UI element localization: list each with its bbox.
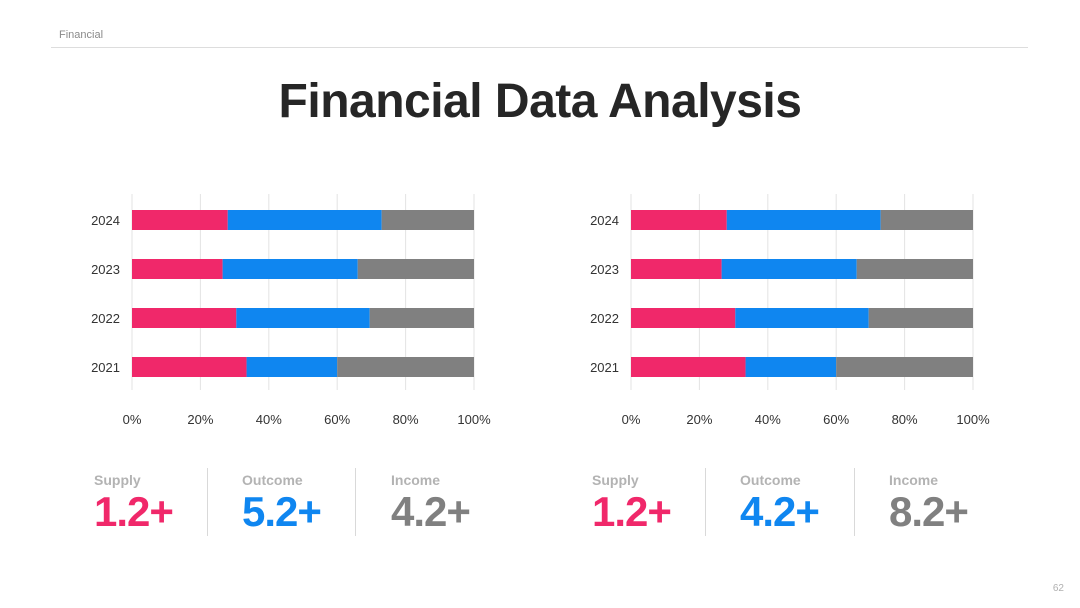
stat-outcome: Outcome 4.2+ xyxy=(740,468,820,538)
stat-value: 4.2+ xyxy=(740,488,820,535)
stat-income: Income 4.2+ xyxy=(391,468,471,538)
bar-segment-outcome xyxy=(726,210,881,230)
stat-income: Income 8.2+ xyxy=(889,468,969,538)
bar-segment-income xyxy=(357,259,474,279)
bar-segment-income xyxy=(369,308,474,328)
stat-label: Outcome xyxy=(242,472,303,488)
bar-segment-income xyxy=(880,210,973,230)
stat-label: Income xyxy=(391,472,441,488)
stat-supply: Supply 1.2+ xyxy=(592,468,672,538)
x-tick-label: 60% xyxy=(324,412,350,427)
stat-supply: Supply 1.2+ xyxy=(94,468,174,538)
header-label: Financial xyxy=(59,29,104,41)
bar-segment-outcome xyxy=(745,357,837,377)
y-tick-label: 2021 xyxy=(91,360,120,375)
stat-divider xyxy=(207,468,208,536)
x-tick-label: 100% xyxy=(457,412,491,427)
bar-segment-outcome xyxy=(236,308,370,328)
bar-segment-supply xyxy=(631,308,736,328)
x-tick-label: 100% xyxy=(956,412,990,427)
stat-value: 1.2+ xyxy=(94,488,174,535)
stat-label: Outcome xyxy=(740,472,801,488)
stat-divider xyxy=(355,468,356,536)
x-tick-label: 80% xyxy=(393,412,419,427)
stat-label: Supply xyxy=(592,472,639,488)
stat-value: 5.2+ xyxy=(242,488,322,535)
x-tick-label: 40% xyxy=(755,412,781,427)
x-tick-label: 40% xyxy=(256,412,282,427)
stat-divider xyxy=(705,468,706,536)
bar-segment-supply xyxy=(132,357,247,377)
bar-segment-supply xyxy=(631,259,722,279)
y-tick-label: 2022 xyxy=(91,311,120,326)
y-tick-label: 2021 xyxy=(590,360,619,375)
x-tick-label: 0% xyxy=(123,412,142,427)
stat-label: Income xyxy=(889,472,939,488)
stacked-bar-chart-left: 0% 20% 40% 60% 80% 100% 2024 2023 2022 2021 xyxy=(91,194,491,427)
x-tick-label: 80% xyxy=(892,412,918,427)
bar-segment-outcome xyxy=(721,259,857,279)
bar-segment-outcome xyxy=(246,357,338,377)
bar-segment-supply xyxy=(132,210,228,230)
y-tick-label: 2023 xyxy=(91,262,120,277)
bar-segment-supply xyxy=(631,357,746,377)
bar-segment-outcome xyxy=(222,259,358,279)
page-title: Financial Data Analysis xyxy=(278,75,802,128)
x-tick-label: 20% xyxy=(686,412,712,427)
stat-label: Supply xyxy=(94,472,141,488)
stat-divider xyxy=(854,468,855,536)
bar-segment-income xyxy=(381,210,474,230)
y-tick-label: 2022 xyxy=(590,311,619,326)
page-number: 62 xyxy=(1052,583,1064,594)
bar-segment-outcome xyxy=(735,308,869,328)
stat-value: 1.2+ xyxy=(592,488,672,535)
bar-segment-supply xyxy=(132,308,237,328)
header-divider xyxy=(51,47,1028,48)
stat-outcome: Outcome 5.2+ xyxy=(242,468,322,538)
x-tick-label: 20% xyxy=(187,412,213,427)
bar-segment-income xyxy=(868,308,973,328)
x-tick-label: 0% xyxy=(622,412,641,427)
y-tick-label: 2024 xyxy=(91,213,120,228)
bar-segment-supply xyxy=(631,210,727,230)
y-tick-label: 2023 xyxy=(590,262,619,277)
bar-segment-income xyxy=(337,357,474,377)
bar-segment-supply xyxy=(132,259,223,279)
stacked-bar-chart-right: 0% 20% 40% 60% 80% 100% 2024 2023 2022 2021 xyxy=(590,194,990,427)
stat-value: 4.2+ xyxy=(391,488,471,535)
y-tick-label: 2024 xyxy=(590,213,619,228)
bar-segment-income xyxy=(836,357,973,377)
x-tick-label: 60% xyxy=(823,412,849,427)
bar-segment-outcome xyxy=(227,210,382,230)
bar-segment-income xyxy=(856,259,973,279)
stat-value: 8.2+ xyxy=(889,488,969,535)
